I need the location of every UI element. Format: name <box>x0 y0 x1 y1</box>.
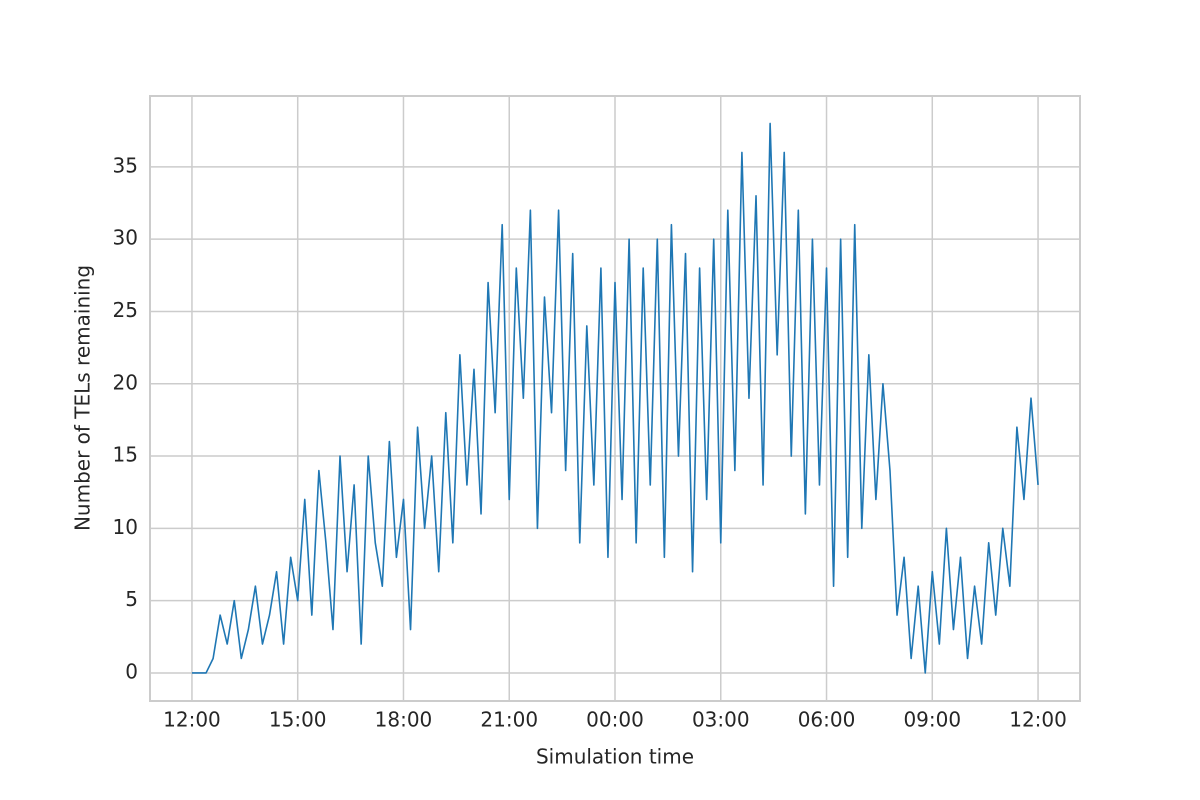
y-tick-label: 25 <box>113 298 138 322</box>
y-tick-label: 0 <box>125 659 138 683</box>
y-tick-label: 30 <box>113 226 138 250</box>
x-axis-label: Simulation time <box>536 745 694 769</box>
x-tick-label: 03:00 <box>692 708 750 732</box>
x-tick-label: 06:00 <box>798 708 856 732</box>
x-tick-label: 00:00 <box>586 708 644 732</box>
x-tick-label: 21:00 <box>480 708 538 732</box>
y-axis-label: Number of TELs remaining <box>71 265 95 531</box>
x-tick-label: 18:00 <box>375 708 433 732</box>
data-line <box>191 122 1039 674</box>
y-tick-label: 20 <box>113 370 138 394</box>
x-tick-label: 12:00 <box>163 708 221 732</box>
y-tick-label: 10 <box>113 515 138 539</box>
x-tick-label: 12:00 <box>1009 708 1067 732</box>
x-tick-label: 09:00 <box>903 708 961 732</box>
y-tick-label: 5 <box>125 587 138 611</box>
y-tick-label: 35 <box>113 153 138 177</box>
x-tick-label: 15:00 <box>269 708 327 732</box>
y-tick-label: 15 <box>113 443 138 467</box>
